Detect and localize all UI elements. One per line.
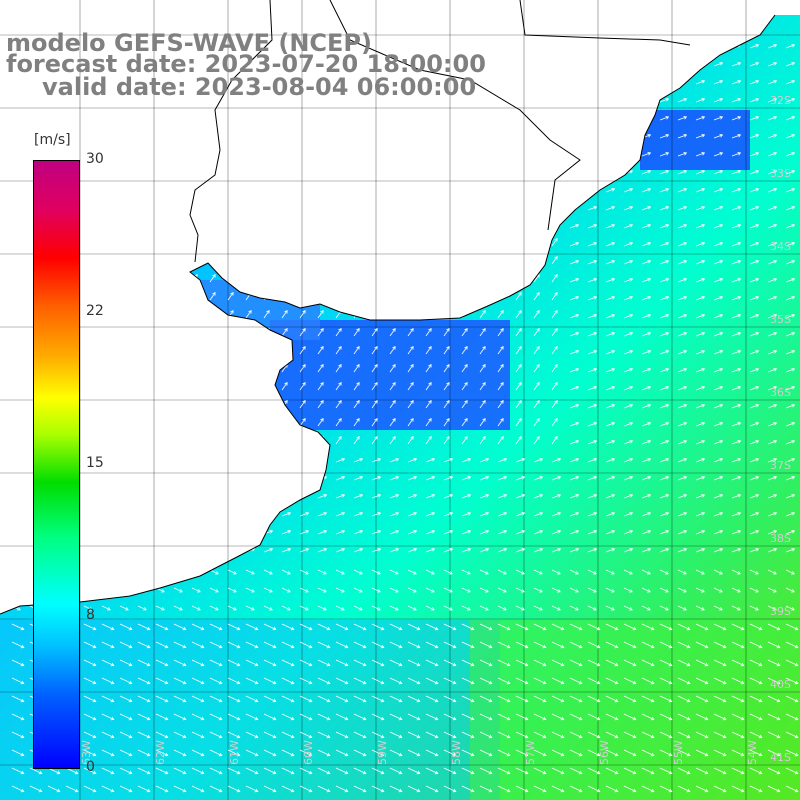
colorbar-tick-15: 15: [86, 455, 104, 471]
lon-label-58W: 58W: [450, 740, 463, 765]
colorbar: [33, 160, 80, 769]
lat-label-34S: 34S: [770, 240, 791, 253]
colorbar-tick-30: 30: [86, 151, 104, 167]
lon-label-60W: 60W: [302, 740, 315, 765]
longitude-labels: 63W 62W 61W 60W 59W 58W 57W 56W 55W 54W: [80, 740, 759, 765]
lat-label-37S: 37S: [770, 459, 791, 472]
valid-date: valid date: 2023-08-04 06:00:00: [42, 73, 477, 101]
lon-label-63W: 63W: [80, 740, 93, 765]
lat-label-33S: 33S: [770, 167, 791, 180]
lat-label-38S: 38S: [770, 532, 791, 545]
lon-label-62W: 62W: [154, 740, 167, 765]
latitude-labels: 32S 33S 34S 35S 36S 37S 38S 39S 40S 41S: [770, 94, 791, 764]
border-river: [189, 0, 273, 263]
lat-label-36S: 36S: [770, 386, 791, 399]
lon-label-56W: 56W: [598, 740, 611, 765]
colorbar-tick-22: 22: [86, 303, 104, 319]
lat-label-35S: 35S: [770, 313, 791, 326]
lat-label-32S: 32S: [770, 94, 791, 107]
lon-label-55W: 55W: [672, 740, 685, 765]
border-uruguay: [329, 0, 581, 231]
colorbar-tick-0: 0: [86, 759, 95, 775]
lon-label-59W: 59W: [376, 740, 389, 765]
lat-label-39S: 39S: [770, 605, 791, 618]
lon-label-54W: 54W: [746, 740, 759, 765]
lat-label-41S: 41S: [770, 751, 791, 764]
lon-label-61W: 61W: [228, 740, 241, 765]
lat-label-40S: 40S: [770, 678, 791, 691]
coastline: [0, 14, 776, 615]
lon-label-57W: 57W: [524, 740, 537, 765]
border-north: [519, 0, 691, 46]
colorbar-tick-8: 8: [86, 607, 95, 623]
forecast-date: forecast date: 2023-07-20 18:00:00: [6, 50, 486, 78]
model-title: modelo GEFS-WAVE (NCEP): [6, 29, 372, 57]
colorbar-unit: [m/s]: [34, 132, 71, 148]
